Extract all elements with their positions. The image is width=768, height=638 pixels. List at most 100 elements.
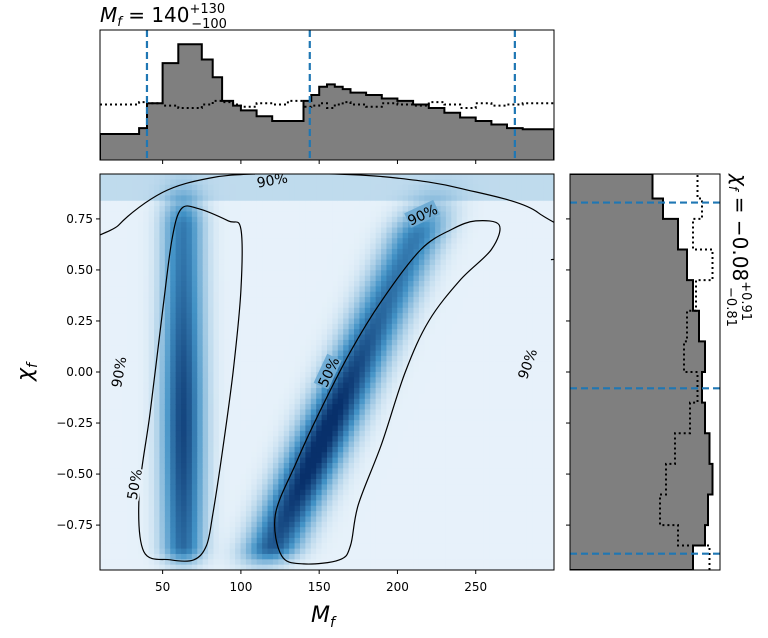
heatmap-cell [235, 270, 242, 277]
heatmap-cell [386, 211, 393, 218]
heatmap-cell [164, 254, 171, 261]
heatmap-cell [267, 184, 274, 191]
heatmap-cell [132, 382, 139, 389]
heatmap-cell [305, 559, 312, 566]
heatmap-cell [343, 264, 350, 271]
heatmap-cell [181, 281, 188, 287]
heatmap-cell [289, 313, 296, 320]
heatmap-cell [397, 248, 404, 255]
heatmap-cell [213, 211, 220, 218]
heatmap-cell [175, 372, 182, 378]
heatmap-cell [305, 382, 312, 389]
heatmap-cell [305, 270, 312, 277]
heatmap-cell [164, 446, 171, 453]
heatmap-cell [191, 243, 198, 250]
heatmap-cell [175, 495, 182, 502]
heatmap-cell [272, 425, 279, 432]
heatmap-cell [229, 323, 236, 330]
heatmap-cell [148, 339, 155, 346]
heatmap-cell [310, 307, 317, 314]
heatmap-cell [397, 318, 404, 325]
heatmap-cell [391, 248, 398, 255]
heatmap-cell [105, 532, 112, 539]
heatmap-cell [451, 222, 458, 229]
heatmap-cell [402, 543, 409, 550]
heatmap-cell [445, 323, 452, 330]
heatmap-cell [310, 372, 317, 378]
heatmap-cell [256, 489, 263, 496]
heatmap-cell [445, 297, 452, 304]
heatmap-cell [132, 559, 139, 566]
heatmap-cell [170, 430, 177, 437]
heatmap-cell [283, 543, 290, 550]
heatmap-cell [186, 297, 193, 304]
heatmap-cell [137, 232, 144, 239]
heatmap-cell [289, 286, 296, 293]
heatmap-cell [381, 211, 388, 218]
heatmap-cell [348, 479, 355, 485]
heatmap-cell [164, 190, 171, 196]
heatmap-cell [170, 264, 177, 271]
heatmap-cell [202, 388, 209, 394]
heatmap-cell [440, 500, 447, 507]
heatmap-cell [202, 355, 209, 362]
heatmap-cell [343, 553, 350, 560]
heatmap-cell [370, 382, 377, 389]
heatmap-cell [348, 200, 355, 207]
heatmap-cell [100, 473, 106, 480]
heatmap-cell [116, 473, 123, 480]
heatmap-cell [451, 505, 458, 512]
heatmap-cell [402, 532, 409, 539]
heatmap-cell [251, 318, 258, 325]
heatmap-cell [332, 179, 339, 186]
heatmap-cell [148, 430, 155, 437]
heatmap-cell [175, 489, 182, 496]
heatmap-cell [154, 430, 161, 437]
heatmap-cell [175, 195, 182, 202]
heatmap-cell [294, 270, 301, 277]
heatmap-cell [321, 216, 328, 223]
heatmap-cell [159, 398, 166, 405]
heatmap-cell [435, 355, 442, 362]
heatmap-cell [359, 398, 366, 405]
heatmap-cell [294, 302, 301, 309]
heatmap-cell [143, 414, 150, 421]
heatmap-cell [316, 281, 323, 287]
heatmap-cell [305, 398, 312, 405]
heatmap-cell [240, 398, 247, 405]
heatmap-cell [397, 259, 404, 266]
heatmap-cell [143, 222, 150, 229]
heatmap-cell [456, 382, 463, 389]
heatmap-cell [278, 206, 285, 213]
heatmap-cell [321, 232, 328, 239]
heatmap-cell [170, 398, 177, 405]
heatmap-cell [256, 495, 263, 502]
heatmap-cell [191, 495, 198, 502]
heatmap-cell [445, 457, 452, 464]
heatmap-cell [278, 414, 285, 421]
heatmap-cell [435, 409, 442, 416]
heatmap-cell [381, 388, 388, 394]
heatmap-cell [267, 393, 274, 400]
heatmap-cell [375, 286, 382, 293]
heatmap-cell [278, 425, 285, 432]
heatmap-cell [429, 430, 436, 437]
heatmap-cell [294, 479, 301, 485]
heatmap-cell [386, 505, 393, 512]
heatmap-cell [154, 441, 161, 448]
heatmap-cell [170, 511, 177, 518]
heatmap-cell [143, 446, 150, 453]
heatmap-cell [375, 527, 382, 534]
heatmap-cell [375, 345, 382, 352]
heatmap-cell [289, 479, 296, 485]
heatmap-cell [159, 184, 166, 191]
heatmap-cell [240, 248, 247, 255]
heatmap-cell [256, 377, 263, 384]
heatmap-cell [121, 227, 128, 234]
heatmap-cell [240, 190, 247, 196]
heatmap-cell [137, 452, 144, 459]
heatmap-cell [440, 489, 447, 496]
heatmap-cell [154, 505, 161, 512]
heatmap-cell [100, 511, 106, 518]
heatmap-cell [240, 302, 247, 309]
